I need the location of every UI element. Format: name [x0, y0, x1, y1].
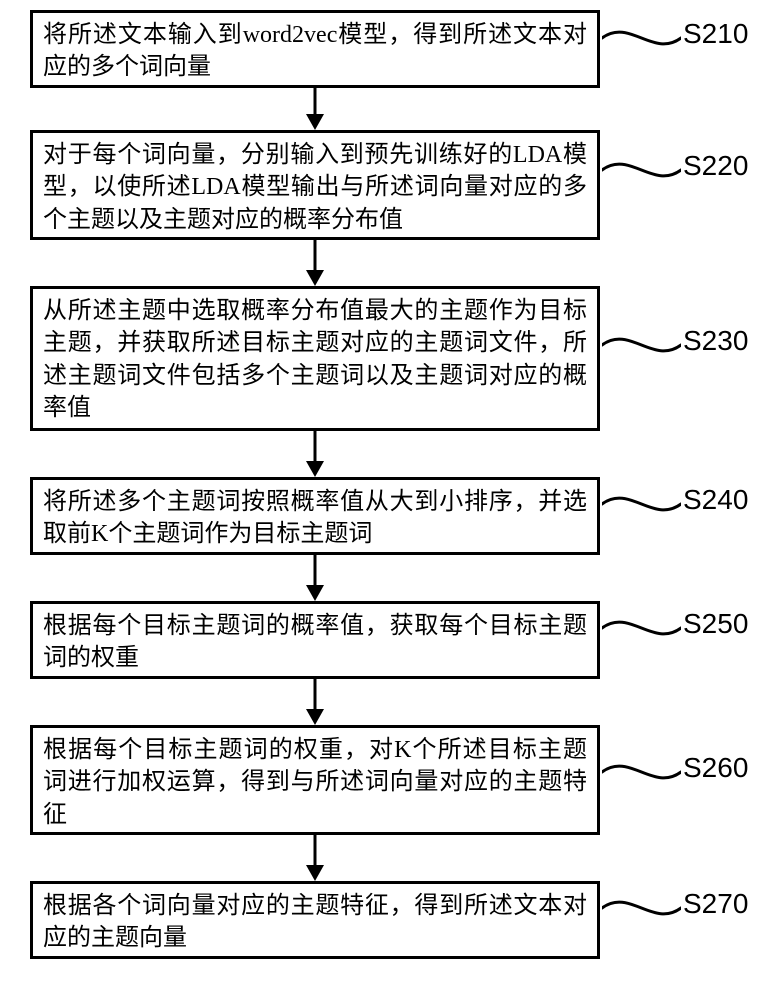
step-label: S270	[683, 888, 748, 920]
step-text: 根据每个目标主题词的概率值，获取每个目标主题词的权重	[43, 613, 587, 671]
flowchart-step-box: 根据每个目标主题词的权重，对K个所述目标主题词进行加权运算，得到与所述词向量对应…	[30, 725, 600, 835]
flow-arrow-head	[306, 270, 324, 286]
step-text: 根据各个词向量对应的主题特征，得到所述文本对应的主题向量	[43, 893, 587, 951]
connector-bracket	[602, 755, 681, 789]
connector-bracket	[602, 611, 681, 645]
step-label: S250	[683, 608, 748, 640]
flowchart-step-box: 根据每个目标主题词的概率值，获取每个目标主题词的权重	[30, 601, 600, 679]
flow-arrow-line	[314, 240, 317, 270]
connector-bracket	[602, 21, 681, 55]
step-label: S210	[683, 18, 748, 50]
step-label: S260	[683, 752, 748, 784]
step-text: 根据每个目标主题词的权重，对K个所述目标主题词进行加权运算，得到与所述词向量对应…	[43, 737, 587, 828]
flowchart-step-box: 将所述多个主题词按照概率值从大到小排序，并选取前K个主题词作为目标主题词	[30, 477, 600, 555]
step-label: S220	[683, 150, 748, 182]
flow-arrow-head	[306, 114, 324, 130]
flow-arrow-head	[306, 461, 324, 477]
step-text: 对于每个词向量，分别输入到预先训练好的LDA模型，以使所述LDA模型输出与所述词…	[43, 142, 587, 233]
step-text: 将所述文本输入到word2vec模型，得到所述文本对应的多个词向量	[43, 22, 587, 80]
connector-bracket	[602, 487, 681, 521]
flow-arrow-head	[306, 709, 324, 725]
connector-bracket	[602, 153, 681, 187]
flowchart-step-box: 从所述主题中选取概率分布值最大的主题作为目标主题，并获取所述目标主题对应的主题词…	[30, 286, 600, 431]
flow-arrow-line	[314, 431, 317, 461]
step-text: 从所述主题中选取概率分布值最大的主题作为目标主题，并获取所述目标主题对应的主题词…	[43, 298, 587, 421]
flow-arrow-line	[314, 679, 317, 709]
flowchart-step-box: 对于每个词向量，分别输入到预先训练好的LDA模型，以使所述LDA模型输出与所述词…	[30, 130, 600, 240]
flow-arrow-line	[314, 555, 317, 585]
step-text: 将所述多个主题词按照概率值从大到小排序，并选取前K个主题词作为目标主题词	[43, 489, 587, 547]
step-label: S230	[683, 325, 748, 357]
step-label: S240	[683, 484, 748, 516]
flow-arrow-line	[314, 835, 317, 865]
flow-arrow-line	[314, 88, 317, 114]
flowchart-step-box: 将所述文本输入到word2vec模型，得到所述文本对应的多个词向量	[30, 10, 600, 88]
flow-arrow-head	[306, 865, 324, 881]
connector-bracket	[602, 328, 681, 362]
flowchart-step-box: 根据各个词向量对应的主题特征，得到所述文本对应的主题向量	[30, 881, 600, 959]
flow-arrow-head	[306, 585, 324, 601]
connector-bracket	[602, 891, 681, 925]
flowchart-canvas: 将所述文本输入到word2vec模型，得到所述文本对应的多个词向量 S210 对于…	[0, 0, 783, 1000]
